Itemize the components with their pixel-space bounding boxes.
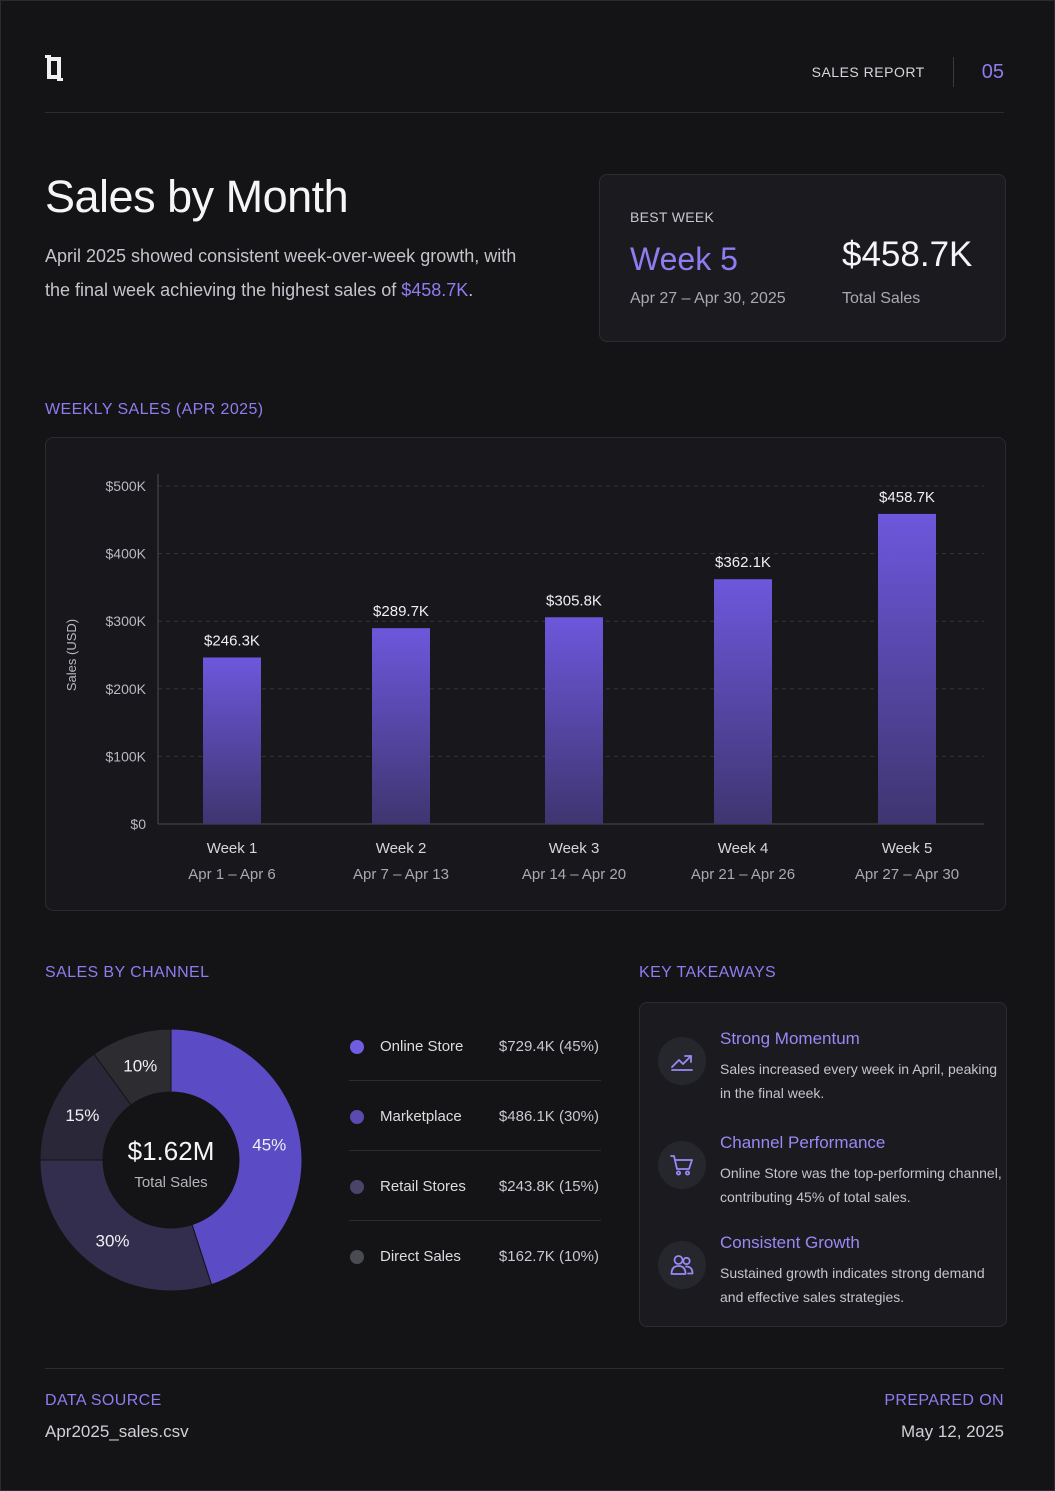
y-tick-label: $400K (106, 546, 147, 562)
page-description: April 2025 showed consistent week-over-w… (45, 239, 525, 307)
pie-slice-label: 45% (252, 1135, 286, 1154)
y-tick-label: $0 (130, 816, 146, 832)
pie-slice-label: 10% (123, 1056, 157, 1075)
donut-center-label: Total Sales (134, 1174, 208, 1191)
pie-slice (170, 1028, 303, 1286)
legend-dot-icon (350, 1250, 364, 1264)
best-week-label: BEST WEEK (630, 209, 715, 225)
pie-slice-label: 30% (95, 1231, 129, 1250)
takeaway-text: Online Store was the top-performing chan… (720, 1165, 1002, 1205)
legend-name: Retail Stores (380, 1178, 466, 1195)
x-tick-sublabel: Apr 27 – Apr 30 (855, 866, 959, 883)
legend-name: Direct Sales (380, 1248, 461, 1265)
description-text: April 2025 showed consistent week-over-w… (45, 246, 517, 300)
takeaway-title: Strong Momentum (720, 1029, 860, 1048)
pie-slice (39, 1159, 213, 1292)
bar-value-label: $246.3K (204, 633, 260, 650)
x-tick-label: Week 4 (718, 840, 769, 857)
weekly-sales-chart-card: $0 $100K $200K $300K $400K $500K Sales (USD) $2… (45, 437, 1006, 911)
legend-dot-icon (350, 1180, 364, 1194)
pie-slice (93, 1028, 172, 1106)
pie-slice-label: 15% (65, 1106, 99, 1125)
x-tick-label: Week 3 (549, 840, 600, 857)
takeaway-title: Channel Performance (720, 1133, 886, 1152)
takeaway-text: Sustained growth indicates strong demand… (720, 1265, 985, 1305)
description-end: . (468, 280, 474, 300)
x-tick-sublabel: Apr 1 – Apr 6 (188, 866, 276, 883)
legend-dot-icon (350, 1110, 364, 1124)
bar-value-label: $305.8K (546, 592, 602, 609)
legend-value: $162.7K (10%) (498, 1248, 599, 1265)
bar (714, 579, 772, 824)
channel-legend: Online Store $729.4K (45%) Marketplace $… (349, 1011, 601, 1291)
header-rule (45, 112, 1004, 113)
users-icon (658, 1241, 706, 1289)
x-tick-label: Week 1 (207, 840, 258, 857)
description-highlight: $458.7K (401, 280, 469, 300)
bar-value-label: $458.7K (879, 489, 935, 506)
x-tick-sublabel: Apr 14 – Apr 20 (522, 866, 626, 883)
x-tick-sublabel: Apr 7 – Apr 13 (353, 866, 449, 883)
legend-item: Retail Stores $243.8K (15%) (349, 1151, 601, 1221)
legend-dot-icon (350, 1040, 364, 1054)
y-tick-label: $200K (106, 681, 147, 697)
best-week-value: $458.7K (842, 235, 973, 274)
trend-up-icon (658, 1037, 706, 1085)
y-tick-label: $500K (106, 478, 147, 494)
donut-center-value: $1.62M (127, 1136, 215, 1166)
prepared-on-value: May 12, 2025 (900, 1422, 1004, 1441)
bar (545, 617, 603, 824)
best-week-value-label: Total Sales (842, 290, 921, 307)
bar-value-label: $362.1K (715, 554, 771, 571)
data-source-value: Apr2025_sales.csv (45, 1422, 189, 1441)
takeaway-text: Sales increased every week in April, pea… (720, 1061, 998, 1101)
weekly-sales-bar-chart: $0 $100K $200K $300K $400K $500K Sales (USD) $2… (64, 474, 984, 883)
weekly-sales-heading: WEEKLY SALES (APR 2025) (45, 401, 264, 418)
best-week-card: BEST WEEK Week 5 Apr 27 – Apr 30, 2025 $… (599, 174, 1006, 342)
sales-by-channel-donut: 45% 30% 15% 10% (39, 1028, 303, 1292)
legend-value: $729.4K (45%) (498, 1038, 599, 1055)
bar (878, 513, 936, 824)
report-title: SALES REPORT (811, 64, 925, 80)
key-takeaways-heading: KEY TAKEAWAYS (639, 964, 777, 981)
legend-name: Marketplace (380, 1108, 462, 1125)
best-week-range: Apr 27 – Apr 30, 2025 (630, 290, 786, 307)
legend-name: Online Store (380, 1038, 464, 1055)
header-divider (952, 57, 954, 87)
key-takeaways-card: Strong Momentum Sales increased every we… (639, 1002, 1007, 1327)
header-meta: SALES REPORT 05 (812, 57, 1004, 87)
x-tick-label: Week 5 (882, 840, 933, 857)
bracket-logo-icon (45, 55, 63, 81)
x-tick-label: Week 2 (376, 840, 427, 857)
bar-value-label: $289.7K (373, 603, 429, 620)
prepared-on-label: PREPARED ON (884, 1392, 1004, 1409)
legend-item: Marketplace $486.1K (30%) (349, 1081, 601, 1151)
bar (203, 657, 261, 824)
takeaway-title: Consistent Growth (720, 1233, 860, 1252)
legend-value: $486.1K (30%) (498, 1108, 599, 1125)
shopping-cart-icon (658, 1141, 706, 1189)
page-number: 05 (981, 60, 1004, 83)
bar (372, 628, 430, 824)
page-title: Sales by Month (45, 171, 349, 222)
sales-by-channel-heading: SALES BY CHANNEL (45, 964, 210, 981)
x-tick-sublabel: Apr 21 – Apr 26 (691, 866, 795, 883)
y-axis-label: Sales (USD) (64, 619, 79, 691)
best-week-name: Week 5 (630, 241, 738, 277)
legend-item: Direct Sales $162.7K (10%) (349, 1221, 601, 1291)
y-tick-label: $100K (106, 748, 147, 764)
legend-item: Online Store $729.4K (45%) (349, 1011, 601, 1081)
legend-value: $243.8K (15%) (498, 1178, 599, 1195)
data-source-label: DATA SOURCE (45, 1392, 162, 1409)
y-tick-label: $300K (106, 613, 147, 629)
footer-rule (45, 1368, 1004, 1369)
